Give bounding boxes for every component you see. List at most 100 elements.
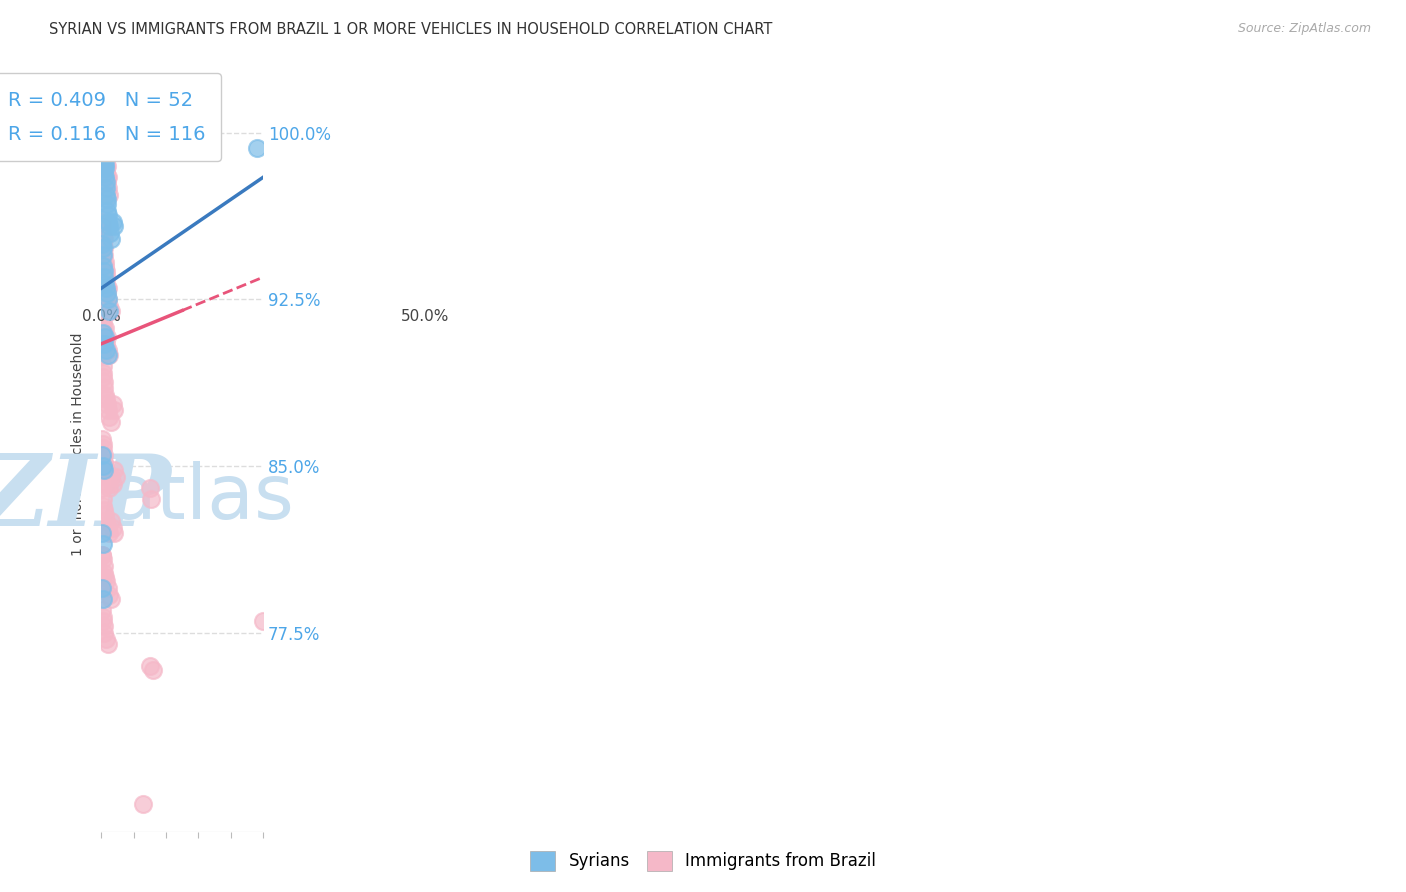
Point (96, 170, 118, 185)
Point (96, 197, 118, 211)
Point (94, 175, 117, 189)
Point (93, 326, 115, 340)
Point (96, 470, 118, 484)
Point (90, 130, 112, 145)
Point (101, 521, 124, 535)
Point (104, 470, 127, 484)
Point (97, 293, 120, 307)
Point (91, 139, 114, 153)
Text: Source: ZipAtlas.com: Source: ZipAtlas.com (1237, 22, 1371, 36)
Point (98, 188, 121, 202)
Point (94, 153, 117, 167)
Legend: R = 0.409   N = 52, R = 0.116   N = 116: R = 0.409 N = 52, R = 0.116 N = 116 (0, 72, 221, 161)
Point (97, 281, 120, 295)
Point (97, 581, 120, 595)
Point (96, 193, 118, 207)
Point (96, 397, 118, 411)
Point (94, 161, 117, 176)
Point (101, 397, 124, 411)
Point (94, 148, 117, 162)
Point (93, 448, 115, 462)
Point (91, 144, 114, 158)
Point (91, 436, 114, 450)
Point (91, 615, 114, 629)
Point (93, 153, 115, 167)
Point (93, 135, 115, 149)
Point (91, 610, 114, 624)
Point (91, 492, 114, 507)
Point (94, 458, 117, 473)
Point (93, 232, 115, 246)
Point (94, 574, 117, 589)
Point (98, 348, 121, 362)
Point (90, 130, 112, 145)
Point (252, 615, 274, 629)
Point (103, 525, 125, 540)
Y-axis label: 1 or more Vehicles in Household: 1 or more Vehicles in Household (72, 332, 86, 556)
Point (94, 254, 117, 268)
Point (94, 330, 117, 344)
Point (98, 219, 121, 234)
Point (100, 515, 122, 529)
Text: ZIP: ZIP (0, 450, 172, 547)
Point (90, 603, 112, 617)
Point (96, 175, 118, 189)
Point (139, 658, 162, 673)
Point (93, 241, 115, 255)
Point (94, 170, 117, 185)
Point (103, 463, 125, 477)
Point (90, 215, 112, 229)
Point (97, 170, 120, 185)
Point (94, 388, 117, 402)
Point (142, 663, 165, 677)
Point (97, 403, 120, 417)
Point (90, 433, 112, 447)
Legend: Syrians, Immigrants from Brazil: Syrians, Immigrants from Brazil (522, 842, 884, 880)
Point (93, 558, 115, 573)
Point (97, 208, 120, 222)
Point (91, 135, 114, 149)
Point (94, 392, 117, 407)
Point (101, 215, 124, 229)
Point (262, 136, 284, 151)
Point (94, 157, 117, 171)
Point (98, 303, 121, 318)
Point (91, 441, 114, 455)
Point (91, 236, 114, 251)
Point (94, 321, 117, 335)
Point (94, 515, 117, 529)
Point (90, 581, 112, 595)
Point (91, 570, 114, 584)
Text: atlas: atlas (110, 461, 294, 535)
Point (96, 330, 118, 344)
Point (98, 588, 121, 602)
Point (93, 503, 115, 517)
Point (91, 226, 114, 240)
Point (94, 153, 117, 167)
Point (93, 248, 115, 262)
Point (91, 326, 114, 340)
Point (139, 481, 162, 495)
Point (141, 492, 163, 507)
Point (90, 136, 112, 151)
Point (94, 268, 117, 282)
Point (91, 135, 114, 149)
Point (100, 232, 122, 246)
Point (94, 508, 117, 522)
Point (90, 548, 112, 562)
Point (91, 219, 114, 234)
Point (97, 181, 120, 195)
Point (91, 259, 114, 273)
Point (91, 366, 114, 380)
Point (97, 521, 120, 535)
Point (93, 625, 115, 640)
Point (98, 410, 121, 425)
Point (93, 381, 115, 395)
Point (94, 463, 117, 477)
Point (93, 375, 115, 389)
Point (100, 303, 122, 318)
Point (94, 277, 117, 291)
Point (90, 135, 112, 149)
Point (93, 241, 115, 255)
Text: SYRIAN VS IMMIGRANTS FROM BRAZIL 1 OR MORE VEHICLES IN HOUSEHOLD CORRELATION CHA: SYRIAN VS IMMIGRANTS FROM BRAZIL 1 OR MO… (49, 22, 772, 37)
